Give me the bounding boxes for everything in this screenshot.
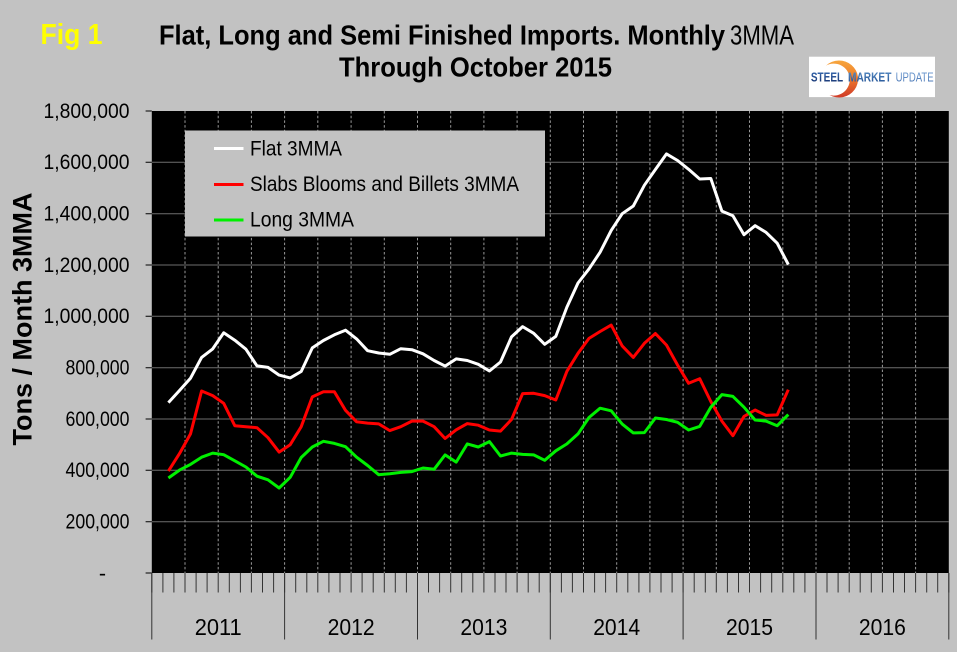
svg-text:1,400,000: 1,400,000 [44, 202, 130, 226]
svg-text:MARKET: MARKET [848, 70, 892, 84]
svg-text:Fig 1: Fig 1 [41, 19, 103, 51]
svg-text:-: - [99, 562, 106, 586]
svg-text:UPDATE: UPDATE [896, 70, 934, 84]
svg-text:1,800,000: 1,800,000 [44, 99, 130, 123]
svg-text:Slabs Blooms and Billets 3MMA: Slabs Blooms and Billets 3MMA [250, 173, 519, 196]
svg-text:2012: 2012 [328, 614, 375, 640]
svg-text:1,600,000: 1,600,000 [44, 150, 130, 174]
svg-text:2015: 2015 [726, 614, 773, 640]
svg-text:2011: 2011 [195, 614, 242, 640]
svg-text:Flat 3MMA: Flat 3MMA [250, 138, 342, 161]
svg-text:200,000: 200,000 [66, 510, 130, 534]
svg-text:Through October 2015: Through October 2015 [339, 52, 612, 83]
svg-text:600,000: 600,000 [66, 407, 130, 431]
svg-text:2013: 2013 [460, 614, 507, 640]
svg-text:2014: 2014 [593, 614, 640, 640]
svg-text:1,000,000: 1,000,000 [44, 304, 130, 328]
svg-text:STEEL: STEEL [811, 70, 843, 84]
svg-text:400,000: 400,000 [66, 458, 130, 482]
svg-text:Flat, Long and Semi Finished I: Flat, Long and Semi Finished Imports. Mo… [159, 19, 795, 50]
svg-text:800,000: 800,000 [66, 356, 130, 380]
svg-text:Long 3MMA: Long 3MMA [250, 209, 354, 232]
svg-text:1,200,000: 1,200,000 [44, 253, 130, 277]
svg-text:2016: 2016 [859, 614, 906, 640]
svg-text:Tons / Month 3MMA: Tons / Month 3MMA [8, 193, 38, 446]
